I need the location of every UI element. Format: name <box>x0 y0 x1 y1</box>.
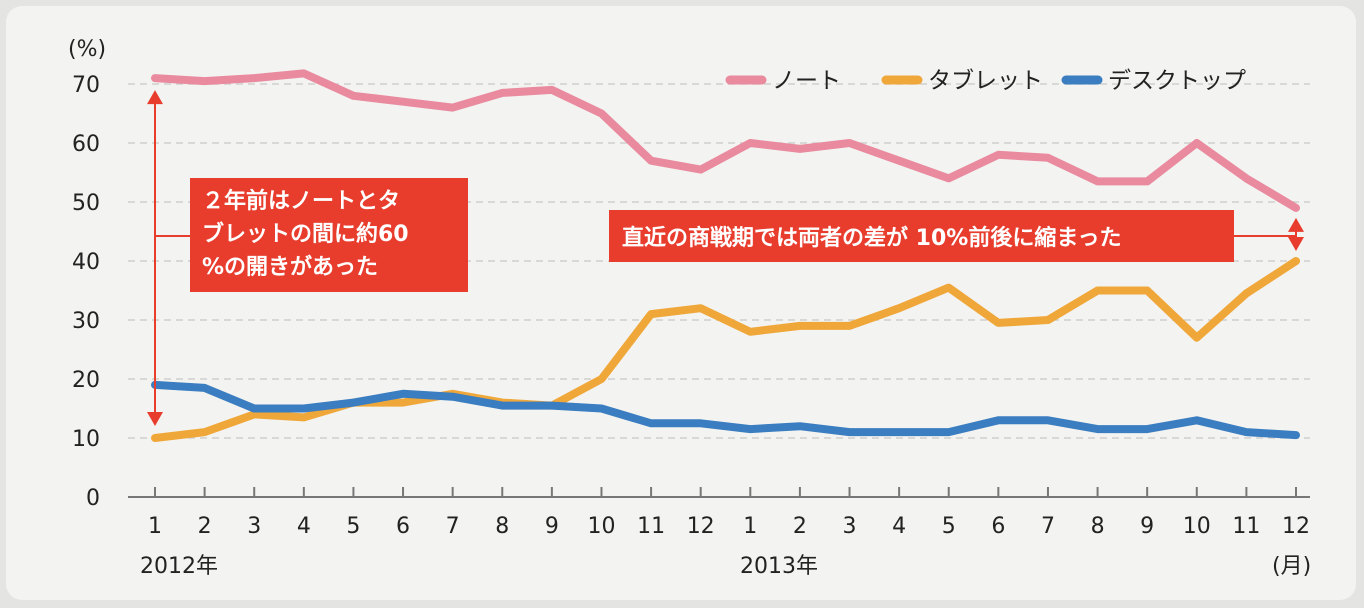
x-tick-label: 10 <box>587 514 615 539</box>
y-tick-label: 10 <box>72 427 100 452</box>
chart-panel <box>6 6 1356 600</box>
y-tick-label: 70 <box>72 73 100 98</box>
x-tick-label: 6 <box>396 514 410 539</box>
x-tick-label: 8 <box>495 514 509 539</box>
x-tick-label: 7 <box>1041 514 1055 539</box>
x-tick-label: 4 <box>892 514 906 539</box>
series-line-2 <box>151 380 1300 440</box>
arrow-head <box>1288 237 1304 251</box>
x-tick-label: 5 <box>942 514 956 539</box>
x-tick-label: 1 <box>743 514 757 539</box>
x-tick-label: 12 <box>1282 514 1310 539</box>
x-tick-label: 2 <box>198 514 212 539</box>
right-callout-text: 直近の商戦期では両者の差が 10%前後に縮まった <box>622 225 1121 251</box>
arrow-head <box>147 90 163 105</box>
x-tick-label: 8 <box>1091 514 1105 539</box>
series-lines <box>151 69 1300 442</box>
left-callout-text: %の開きがあった <box>202 254 378 280</box>
left-callout-text: ブレットの間に約60 <box>202 221 409 247</box>
x-axis-year-labels: 2012年 2013年 <box>140 554 818 579</box>
x-tick-label: 11 <box>1232 514 1260 539</box>
y-axis-unit: (%) <box>68 37 106 62</box>
x-tick-label: 6 <box>991 514 1005 539</box>
legend-label-1: タブレット <box>928 68 1043 94</box>
gap-brackets <box>147 90 1304 426</box>
x-tick-label: 11 <box>637 514 665 539</box>
left-callout-box <box>190 178 468 292</box>
x-tick-label: 9 <box>1140 514 1154 539</box>
arrow-head <box>1288 217 1304 232</box>
x-tick-label: 1 <box>148 514 162 539</box>
y-tick-label: 20 <box>72 368 100 393</box>
x-tick-label: 5 <box>346 514 360 539</box>
y-tick-label: 40 <box>72 250 100 275</box>
x-tick-label: 10 <box>1183 514 1211 539</box>
x-tick-label: 7 <box>446 514 460 539</box>
x-axis-unit: (月) <box>1272 554 1311 579</box>
year-label: 2012年 <box>140 554 218 579</box>
x-tick-label: 9 <box>545 514 559 539</box>
x-tick-label: 2 <box>793 514 807 539</box>
legend-label-0: ノート <box>772 68 841 94</box>
left-callout-text: ２年前はノートとタ <box>202 188 400 214</box>
legend: ノート タブレット デスクトップ <box>725 68 1246 94</box>
y-tick-label: 60 <box>72 132 100 157</box>
x-tick-label: 3 <box>247 514 261 539</box>
y-tick-label: 0 <box>86 486 100 511</box>
arrow-head <box>147 412 163 426</box>
right-callout-box <box>609 210 1234 262</box>
x-tick-label: 12 <box>687 514 715 539</box>
x-axis-ticks: 1 2 3 4 5 6 7 8 9 10 11 12 1 2 3 4 5 6 7 8 9 10 11 12 <box>148 487 1310 539</box>
y-tick-label: 50 <box>72 191 100 216</box>
x-tick-label: 3 <box>843 514 857 539</box>
year-label: 2013年 <box>740 554 818 579</box>
y-axis-ticks: 0 10 20 30 40 50 60 70 <box>72 73 100 511</box>
series-line-0 <box>151 69 1300 212</box>
x-tick-label: 4 <box>297 514 311 539</box>
y-tick-label: 30 <box>72 309 100 334</box>
legend-label-2: デスクトップ <box>1108 68 1246 94</box>
